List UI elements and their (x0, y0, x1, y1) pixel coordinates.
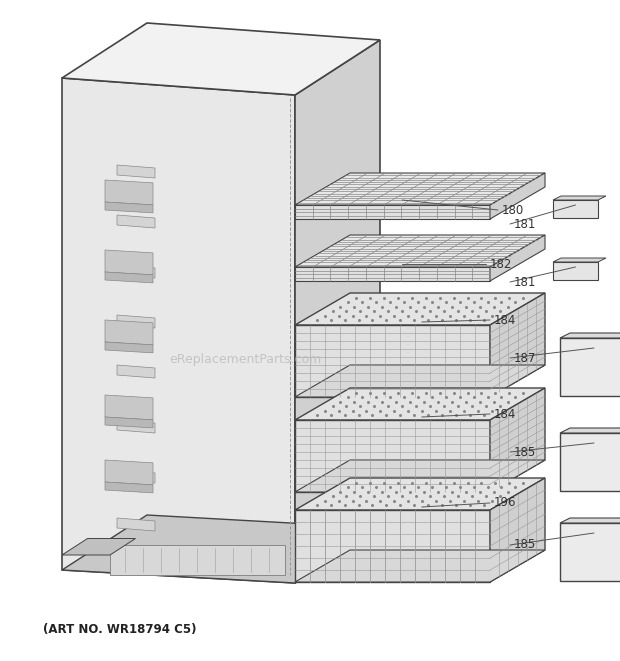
Polygon shape (117, 420, 155, 433)
Polygon shape (295, 420, 490, 492)
Polygon shape (62, 515, 380, 583)
Polygon shape (295, 388, 545, 420)
Polygon shape (295, 205, 490, 219)
Polygon shape (105, 342, 153, 353)
Polygon shape (295, 40, 380, 583)
Polygon shape (295, 293, 545, 325)
Text: 185: 185 (514, 539, 536, 551)
Polygon shape (117, 518, 155, 531)
Polygon shape (553, 200, 598, 218)
Polygon shape (490, 388, 545, 492)
Polygon shape (295, 460, 545, 492)
Polygon shape (295, 478, 545, 510)
Polygon shape (117, 165, 155, 178)
Polygon shape (295, 325, 490, 397)
Text: 180: 180 (502, 204, 525, 217)
Polygon shape (105, 320, 153, 345)
Polygon shape (105, 482, 153, 493)
Text: (ART NO. WR18794 C5): (ART NO. WR18794 C5) (43, 623, 197, 637)
Polygon shape (560, 433, 620, 491)
Polygon shape (553, 258, 606, 262)
Polygon shape (62, 23, 380, 95)
Text: 187: 187 (514, 352, 536, 364)
Polygon shape (105, 272, 153, 283)
Polygon shape (105, 460, 153, 485)
Polygon shape (295, 365, 545, 397)
Polygon shape (553, 262, 598, 280)
Polygon shape (62, 539, 136, 555)
Polygon shape (105, 395, 153, 420)
Text: 184: 184 (494, 313, 516, 327)
Polygon shape (490, 235, 545, 281)
Polygon shape (110, 59, 336, 92)
Polygon shape (62, 78, 295, 583)
Polygon shape (295, 510, 490, 582)
Polygon shape (560, 518, 620, 523)
Text: eReplacementParts.com: eReplacementParts.com (169, 354, 321, 366)
Polygon shape (110, 92, 285, 563)
Polygon shape (560, 333, 620, 338)
Polygon shape (105, 417, 153, 428)
Text: 181: 181 (514, 217, 536, 231)
Polygon shape (295, 235, 545, 267)
Text: 196: 196 (494, 496, 516, 510)
Polygon shape (490, 478, 545, 582)
Text: 181: 181 (514, 276, 536, 288)
Polygon shape (110, 545, 285, 575)
Polygon shape (560, 338, 620, 396)
Polygon shape (117, 470, 155, 483)
Polygon shape (553, 196, 606, 200)
Polygon shape (295, 550, 545, 582)
Text: 182: 182 (490, 258, 512, 270)
Polygon shape (105, 250, 153, 275)
Polygon shape (117, 215, 155, 228)
Polygon shape (560, 428, 620, 433)
Polygon shape (560, 523, 620, 581)
Polygon shape (295, 173, 545, 205)
Polygon shape (117, 265, 155, 278)
Text: 185: 185 (514, 446, 536, 459)
Polygon shape (105, 180, 153, 205)
Text: 184: 184 (494, 407, 516, 420)
Polygon shape (295, 267, 490, 281)
Polygon shape (117, 365, 155, 378)
Polygon shape (117, 315, 155, 328)
Polygon shape (490, 293, 545, 397)
Polygon shape (105, 202, 153, 213)
Polygon shape (490, 173, 545, 219)
